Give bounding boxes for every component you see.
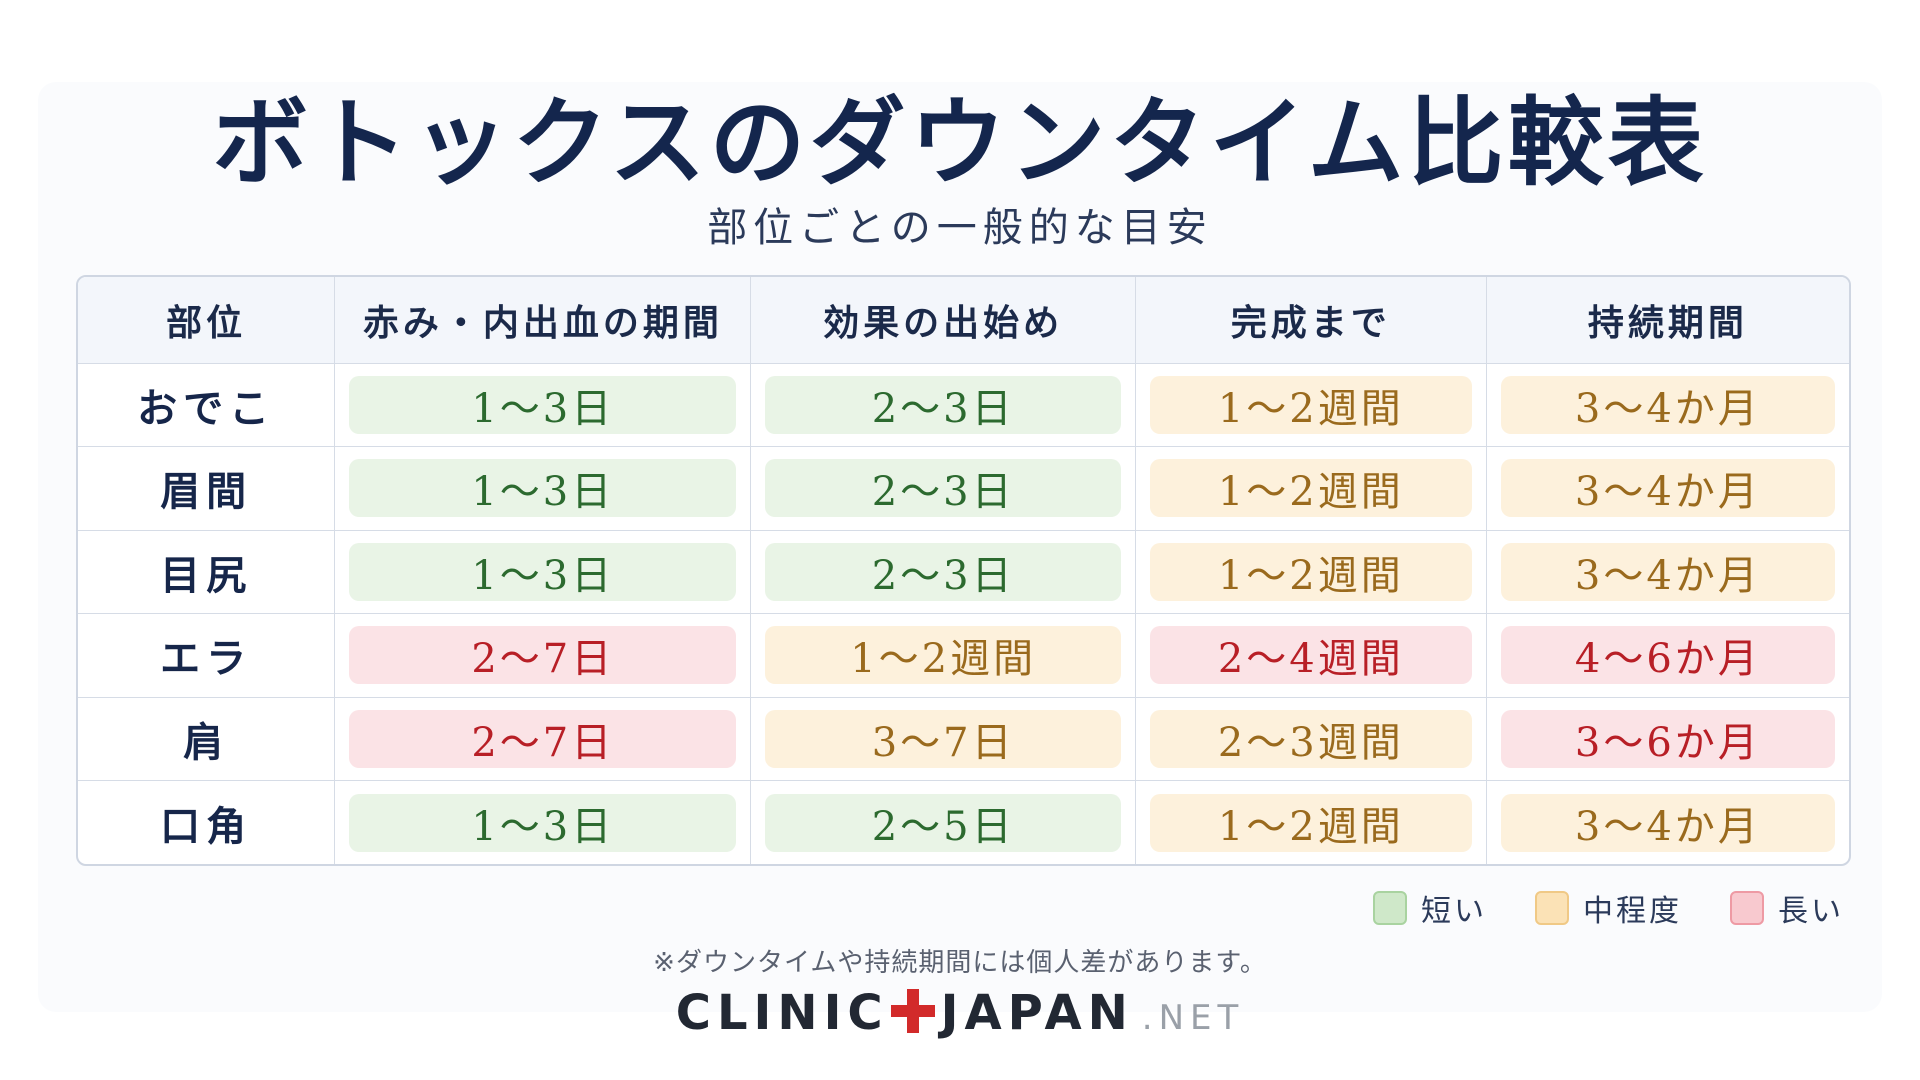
legend-item-mid: 中程度 [1535,886,1682,930]
row-part-label: エラ [78,613,336,698]
table-cell: 3〜6か月 [1486,697,1849,781]
duration-pill: 1〜2週間 [1149,793,1472,852]
table-row: 目尻 1〜3日 2〜3日 1〜2週間 3〜4か月 [78,530,1849,614]
table-cell: 1〜2週間 [750,613,1136,698]
duration-pill: 1〜2週間 [1149,542,1472,601]
duration-pill: 2〜7日 [349,626,737,685]
legend: 短い 中程度 長い [1373,886,1844,930]
comparison-table: 部位 赤み・内出血の期間 効果の出始め 完成まで 持続期間 おでこ 1〜3日 2… [78,277,1849,864]
duration-pill: 2〜3週間 [1149,709,1472,768]
duration-pill: 1〜3日 [349,459,737,518]
comparison-table-container: 部位 赤み・内出血の期間 効果の出始め 完成まで 持続期間 おでこ 1〜3日 2… [76,275,1851,866]
duration-pill: 1〜2週間 [1149,375,1472,434]
table-cell: 2〜5日 [750,780,1136,864]
legend-swatch-short [1373,891,1407,925]
table-header-row: 部位 赤み・内出血の期間 効果の出始め 完成まで 持続期間 [78,277,1849,364]
logo-text-japan: JAPAN [940,985,1134,1041]
logo-text-clinic: CLINIC [675,985,889,1041]
table-cell: 3〜4か月 [1486,530,1849,614]
header-part: 部位 [78,277,336,364]
brand-logo: CLINIC JAPAN .NET [0,985,1920,1041]
table-cell: 1〜3日 [334,363,752,447]
table-row: 口角 1〜3日 2〜5日 1〜2週間 3〜4か月 [78,780,1849,865]
disclaimer-note: ※ダウンタイムや持続期間には個人差があります。 [653,948,1267,978]
duration-pill: 3〜4か月 [1500,459,1835,518]
table-cell: 2〜4週間 [1135,613,1487,698]
table-cell: 3〜4か月 [1486,446,1849,531]
duration-pill: 4〜6か月 [1500,626,1835,685]
table-cell: 2〜3日 [750,363,1136,447]
legend-item-short: 短い [1373,886,1487,930]
legend-label-long: 長い [1778,894,1844,929]
table-cell: 2〜7日 [334,613,752,698]
duration-pill: 2〜4週間 [1149,626,1472,685]
table-cell: 1〜3日 [334,530,752,614]
duration-pill: 2〜3日 [765,459,1121,518]
logo-text-tld: .NET [1141,998,1245,1038]
table-cell: 1〜3日 [334,780,752,864]
table-cell: 3〜7日 [750,697,1136,781]
duration-pill: 3〜4か月 [1500,375,1835,434]
duration-pill: 2〜5日 [765,793,1121,852]
duration-pill: 3〜7日 [765,709,1121,768]
table-cell: 1〜2週間 [1135,363,1487,447]
row-part-label: 口角 [78,780,336,864]
duration-pill: 2〜3日 [765,375,1121,434]
duration-pill: 1〜3日 [349,542,737,601]
table-cell: 2〜3週間 [1135,697,1487,781]
row-part-label: 眉間 [78,446,336,531]
header-onset: 効果の出始め [750,277,1136,364]
table-row: 眉間 1〜3日 2〜3日 1〜2週間 3〜4か月 [78,446,1849,531]
duration-pill: 1〜2週間 [765,626,1121,685]
header-completion: 完成まで [1135,277,1487,364]
duration-pill: 3〜4か月 [1500,542,1835,601]
row-part-label: おでこ [78,363,336,447]
table-cell: 1〜2週間 [1135,446,1487,531]
legend-swatch-mid [1535,891,1569,925]
table-row: エラ 2〜7日 1〜2週間 2〜4週間 4〜6か月 [78,613,1849,698]
table-cell: 1〜3日 [334,446,752,531]
page-title: ボトックスのダウンタイム比較表 [212,86,1708,199]
table-cell: 2〜3日 [750,446,1136,531]
legend-label-short: 短い [1421,894,1487,929]
table-cell: 3〜4か月 [1486,781,1849,865]
row-part-label: 肩 [78,697,336,781]
duration-pill: 3〜4か月 [1500,793,1835,852]
duration-pill: 2〜7日 [349,709,737,768]
row-part-label: 目尻 [78,530,336,614]
table-cell: 4〜6か月 [1486,613,1849,698]
legend-label-mid: 中程度 [1583,894,1682,929]
table-row: 肩 2〜7日 3〜7日 2〜3週間 3〜6か月 [78,697,1849,781]
header-duration: 持続期間 [1486,277,1849,364]
duration-pill: 1〜3日 [349,793,737,852]
table-cell: 2〜7日 [334,697,752,781]
table-cell: 2〜3日 [750,530,1136,614]
duration-pill: 2〜3日 [765,542,1121,601]
legend-swatch-long [1730,891,1764,925]
table-cell: 1〜2週間 [1135,530,1487,614]
table-cell: 3〜4か月 [1486,363,1849,447]
table-row: おでこ 1〜3日 2〜3日 1〜2週間 3〜4か月 [78,363,1849,447]
red-cross-icon [890,989,935,1033]
duration-pill: 1〜3日 [349,375,737,434]
table-cell: 1〜2週間 [1135,780,1487,864]
duration-pill: 3〜6か月 [1500,709,1835,768]
duration-pill: 1〜2週間 [1149,459,1472,518]
page-subtitle: 部位ごとの一般的な目安 [707,205,1213,251]
header-bruising-period: 赤み・内出血の期間 [334,277,752,364]
legend-item-long: 長い [1730,886,1844,930]
